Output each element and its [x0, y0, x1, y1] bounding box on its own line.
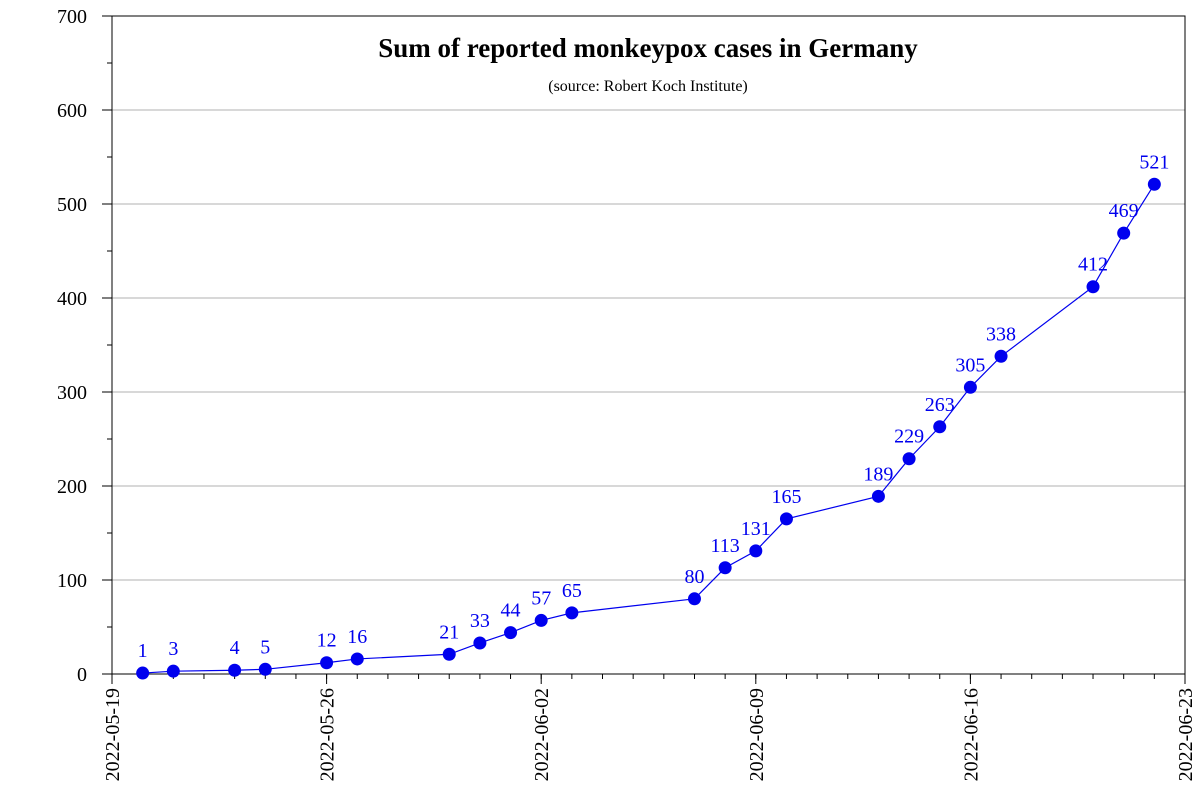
data-point: [994, 349, 1008, 363]
plot-frame: [111, 15, 1186, 675]
data-point: [779, 512, 793, 526]
data-label: 12: [317, 630, 337, 652]
data-label: 305: [955, 354, 985, 376]
data-point: [933, 420, 947, 434]
series-line: [142, 183, 1155, 674]
data-label: 412: [1078, 254, 1108, 276]
data-label: 263: [925, 394, 955, 416]
data-point: [1117, 226, 1131, 240]
data-label: 521: [1139, 151, 1169, 173]
data-label: 165: [771, 486, 801, 508]
data-label: 1: [138, 640, 148, 662]
data-point: [166, 664, 180, 678]
data-label: 3: [168, 638, 178, 660]
x-tick-label: 2022-05-19: [102, 688, 124, 781]
data-label: 4: [230, 637, 240, 659]
data-point: [1086, 280, 1100, 294]
x-tick-label: 2022-06-09: [746, 688, 768, 781]
grid-lines: [112, 109, 1185, 581]
y-tick-label: 600: [57, 100, 87, 122]
data-point: [565, 606, 579, 620]
chart-subtitle: (source: Robert Koch Institute): [548, 78, 748, 95]
data-point: [136, 666, 150, 680]
data-label: 33: [470, 610, 490, 632]
data-point: [228, 663, 242, 677]
data-label: 338: [986, 323, 1016, 345]
data-point: [534, 613, 548, 627]
data-label: 21: [439, 621, 459, 643]
y-tick-label: 500: [57, 194, 87, 216]
data-point: [718, 561, 732, 575]
x-tick-label: 2022-05-26: [317, 688, 339, 781]
x-tick-label: 2022-06-23: [1175, 688, 1197, 781]
data-label: 131: [741, 518, 771, 540]
y-tick-label: 400: [57, 288, 87, 310]
data-point: [871, 489, 885, 503]
data-point: [350, 652, 364, 666]
data-point: [687, 592, 701, 606]
data-label: 189: [863, 463, 893, 485]
data-point: [473, 636, 487, 650]
y-tick-label: 0: [77, 664, 87, 686]
data-label: 469: [1109, 200, 1139, 222]
chart-title: Sum of reported monkeypox cases in Germa…: [378, 33, 918, 63]
data-point: [963, 380, 977, 394]
data-point: [320, 656, 334, 670]
data-label: 113: [711, 535, 740, 557]
data-label: 44: [501, 600, 521, 622]
data-label: 65: [562, 580, 582, 602]
series-layer: [136, 177, 1161, 680]
data-label: 57: [531, 587, 551, 609]
axes: 0 100 200 300 400 500 600 700 2022-05-19 2022-05-…: [57, 6, 1197, 781]
data-point: [258, 662, 272, 676]
data-label: 5: [260, 636, 270, 658]
data-point: [902, 452, 916, 466]
data-point: [749, 544, 763, 558]
x-tick-label: 2022-06-16: [960, 688, 982, 781]
data-point: [504, 626, 518, 640]
data-point: [442, 647, 456, 661]
data-label: 16: [347, 626, 367, 648]
x-tick-label: 2022-06-02: [531, 688, 553, 781]
y-tick-label: 200: [57, 476, 87, 498]
data-label: 80: [684, 566, 704, 588]
data-label: 229: [894, 426, 924, 448]
y-tick-label: 100: [57, 570, 87, 592]
data-point: [1147, 177, 1161, 191]
y-tick-label: 300: [57, 382, 87, 404]
y-tick-label: 700: [57, 6, 87, 28]
